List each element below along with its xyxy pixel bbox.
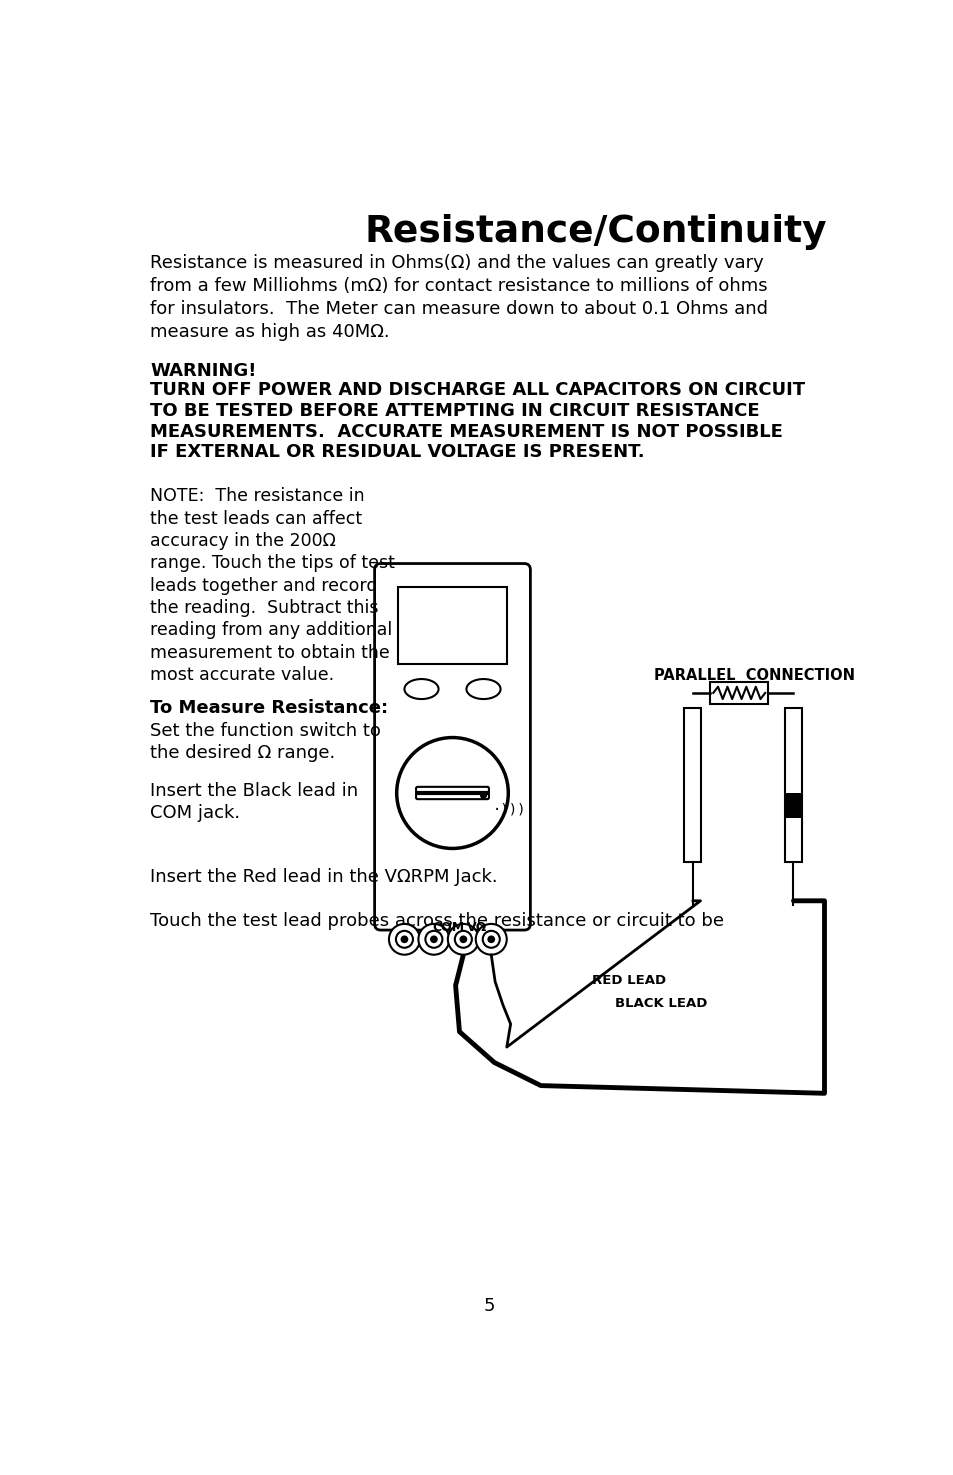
- Text: from a few Milliohms (mΩ) for contact resistance to millions of ohms: from a few Milliohms (mΩ) for contact re…: [150, 277, 767, 295]
- Text: accuracy in the 200Ω: accuracy in the 200Ω: [150, 532, 335, 550]
- Circle shape: [400, 935, 408, 943]
- Bar: [784, 794, 801, 817]
- Circle shape: [487, 935, 495, 943]
- Text: TURN OFF POWER AND DISCHARGE ALL CAPACITORS ON CIRCUIT: TURN OFF POWER AND DISCHARGE ALL CAPACIT…: [150, 381, 804, 400]
- Text: To Measure Resistance:: To Measure Resistance:: [150, 699, 388, 717]
- Text: BLACK LEAD: BLACK LEAD: [615, 997, 707, 1010]
- Text: MEASUREMENTS.  ACCURATE MEASUREMENT IS NOT POSSIBLE: MEASUREMENTS. ACCURATE MEASUREMENT IS NO…: [150, 423, 782, 441]
- FancyBboxPatch shape: [397, 587, 507, 664]
- Text: COM jack.: COM jack.: [150, 804, 240, 822]
- Circle shape: [482, 931, 499, 948]
- Text: Insert the Red lead in the VΩRPM Jack.: Insert the Red lead in the VΩRPM Jack.: [150, 867, 497, 885]
- Text: RED LEAD: RED LEAD: [592, 974, 665, 987]
- FancyBboxPatch shape: [416, 786, 488, 799]
- Text: Resistance/Continuity: Resistance/Continuity: [365, 214, 827, 249]
- Text: leads together and record: leads together and record: [150, 577, 377, 594]
- Circle shape: [459, 935, 467, 943]
- Circle shape: [396, 738, 508, 848]
- Text: reading from any additional: reading from any additional: [150, 621, 392, 639]
- Circle shape: [425, 931, 442, 948]
- Circle shape: [418, 923, 449, 954]
- Text: Resistance is measured in Ohms(Ω) and the values can greatly vary: Resistance is measured in Ohms(Ω) and th…: [150, 254, 763, 271]
- Text: NOTE:  The resistance in: NOTE: The resistance in: [150, 487, 364, 506]
- Text: most accurate value.: most accurate value.: [150, 665, 334, 684]
- Circle shape: [430, 935, 437, 943]
- Text: WARNING!: WARNING!: [150, 361, 256, 379]
- Text: IF EXTERNAL OR RESIDUAL VOLTAGE IS PRESENT.: IF EXTERNAL OR RESIDUAL VOLTAGE IS PRESE…: [150, 444, 644, 462]
- Text: the test leads can affect: the test leads can affect: [150, 510, 362, 528]
- Text: VΩ: VΩ: [467, 920, 487, 934]
- Text: the reading.  Subtract this: the reading. Subtract this: [150, 599, 378, 617]
- Text: measure as high as 40MΩ.: measure as high as 40MΩ.: [150, 323, 390, 341]
- Text: 5: 5: [482, 1298, 495, 1316]
- Bar: [709, 681, 767, 704]
- Circle shape: [389, 923, 419, 954]
- Bar: [784, 708, 801, 863]
- Circle shape: [395, 931, 413, 948]
- Text: Insert the Black lead in: Insert the Black lead in: [150, 782, 358, 801]
- Circle shape: [476, 923, 506, 954]
- Text: Set the function switch to: Set the function switch to: [150, 723, 381, 740]
- Circle shape: [455, 931, 472, 948]
- Text: for insulators.  The Meter can measure down to about 0.1 Ohms and: for insulators. The Meter can measure do…: [150, 301, 767, 319]
- Text: ·))): ·))): [493, 802, 526, 817]
- Circle shape: [447, 923, 478, 954]
- Text: Touch the test lead probes across the resistance or circuit to be: Touch the test lead probes across the re…: [150, 913, 723, 931]
- Text: TO BE TESTED BEFORE ATTEMPTING IN CIRCUIT RESISTANCE: TO BE TESTED BEFORE ATTEMPTING IN CIRCUI…: [150, 401, 760, 420]
- Ellipse shape: [404, 678, 438, 699]
- Text: range. Touch the tips of test: range. Touch the tips of test: [150, 555, 395, 572]
- Text: COM: COM: [432, 920, 464, 934]
- Text: measurement to obtain the: measurement to obtain the: [150, 643, 390, 662]
- Bar: [683, 708, 700, 863]
- FancyBboxPatch shape: [375, 563, 530, 931]
- Text: the desired Ω range.: the desired Ω range.: [150, 743, 335, 761]
- Text: PARALLEL  CONNECTION: PARALLEL CONNECTION: [654, 668, 854, 683]
- Ellipse shape: [466, 678, 500, 699]
